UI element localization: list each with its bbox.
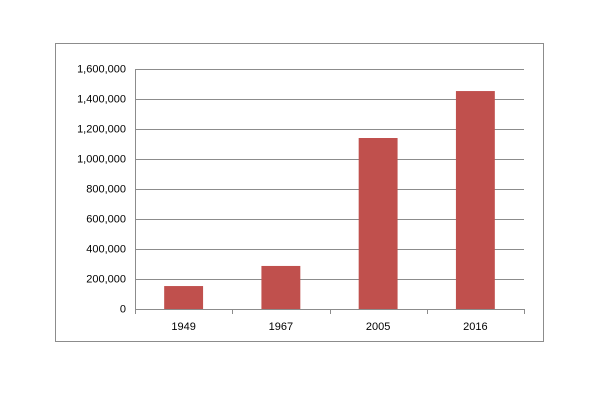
x-tick-label: 1967 [269,321,293,333]
y-tick-label: 1,600,000 [77,63,126,75]
x-tick-label: 2005 [366,321,390,333]
y-tick-label: 200,000 [86,273,126,285]
x-tick-label: 1949 [171,321,195,333]
y-tick-label: 1,400,000 [77,93,126,105]
bar [261,265,301,309]
y-tick-label: 400,000 [86,243,126,255]
y-tick-label: 600,000 [86,213,126,225]
bar [358,138,398,309]
bar [164,286,204,309]
bar [455,91,495,309]
y-tick-label: 800,000 [86,183,126,195]
y-tick-label: 0 [120,303,126,315]
y-tick-label: 1,000,000 [77,153,126,165]
x-tick-label: 2016 [463,321,487,333]
y-tick-label: 1,200,000 [77,123,126,135]
